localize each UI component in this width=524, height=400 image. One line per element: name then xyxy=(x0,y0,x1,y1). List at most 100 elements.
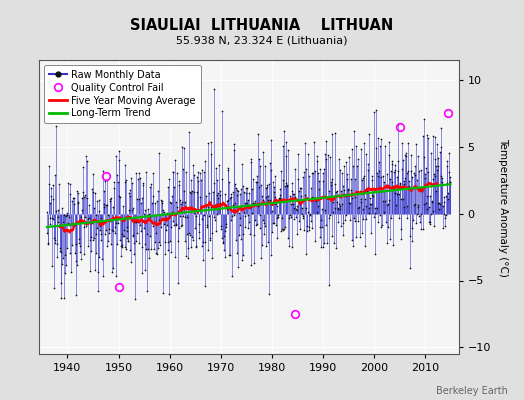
Point xyxy=(143,231,151,237)
Point xyxy=(340,186,348,193)
Point xyxy=(419,201,428,207)
Point xyxy=(63,212,72,218)
Point xyxy=(272,203,281,209)
Point xyxy=(381,197,389,204)
Point xyxy=(385,197,393,204)
Point xyxy=(323,240,331,246)
Point xyxy=(444,196,452,203)
Point xyxy=(273,215,281,221)
Point xyxy=(399,157,407,163)
Point xyxy=(100,188,108,194)
Point xyxy=(61,262,70,268)
Point xyxy=(122,245,130,252)
Point xyxy=(330,240,338,246)
Point xyxy=(139,182,147,189)
Point xyxy=(319,170,327,177)
Point xyxy=(221,191,229,198)
Point xyxy=(77,256,85,262)
Point xyxy=(303,209,312,215)
Point xyxy=(271,173,279,179)
Point xyxy=(136,228,145,234)
Point xyxy=(383,171,391,178)
Point xyxy=(349,163,357,170)
Point xyxy=(384,224,392,231)
Point xyxy=(345,154,354,160)
Point xyxy=(187,190,195,196)
Legend: Raw Monthly Data, Quality Control Fail, Five Year Moving Average, Long-Term Tren: Raw Monthly Data, Quality Control Fail, … xyxy=(44,65,201,123)
Point xyxy=(372,107,380,114)
Point xyxy=(416,184,424,191)
Point xyxy=(225,252,234,258)
Point xyxy=(431,172,440,179)
Point xyxy=(108,204,117,210)
Point xyxy=(187,244,195,251)
Point xyxy=(308,170,316,176)
Point xyxy=(126,187,134,194)
Point xyxy=(214,195,222,201)
Point xyxy=(366,195,374,201)
Point xyxy=(74,190,83,196)
Point xyxy=(300,169,308,176)
Point xyxy=(392,202,400,209)
Point xyxy=(110,179,118,186)
Point xyxy=(173,169,181,176)
Point xyxy=(135,240,143,246)
Point xyxy=(205,235,214,241)
Point xyxy=(43,209,51,216)
Point xyxy=(43,240,52,246)
Point xyxy=(328,131,336,138)
Point xyxy=(136,222,145,228)
Point xyxy=(144,213,152,220)
Point xyxy=(365,210,374,216)
Point xyxy=(401,175,409,182)
Point xyxy=(214,206,223,212)
Point xyxy=(351,176,359,182)
Point xyxy=(363,185,371,192)
Point xyxy=(168,218,177,224)
Point xyxy=(323,195,332,201)
Point xyxy=(232,236,241,243)
Point xyxy=(204,140,213,146)
Point xyxy=(246,230,254,237)
Point xyxy=(391,162,400,169)
Point xyxy=(163,239,172,245)
Point xyxy=(303,228,311,234)
Point xyxy=(396,196,405,203)
Point xyxy=(246,262,255,268)
Point xyxy=(138,270,146,276)
Point xyxy=(266,252,275,258)
Point xyxy=(367,173,376,180)
Point xyxy=(241,200,249,206)
Point xyxy=(75,249,84,255)
Point xyxy=(92,231,100,238)
Point xyxy=(110,185,118,191)
Point xyxy=(248,176,257,182)
Point xyxy=(412,220,420,226)
Point xyxy=(370,213,378,220)
Point xyxy=(269,220,277,226)
Point xyxy=(410,202,418,208)
Point xyxy=(360,172,368,179)
Point xyxy=(196,194,204,200)
Point xyxy=(346,200,354,206)
Point xyxy=(166,199,174,206)
Point xyxy=(346,217,354,223)
Point xyxy=(326,178,335,185)
Point xyxy=(169,169,178,175)
Point xyxy=(73,262,81,268)
Point xyxy=(104,212,113,218)
Point xyxy=(309,195,317,202)
Point xyxy=(403,214,411,221)
Point xyxy=(309,170,318,176)
Point xyxy=(442,212,450,218)
Point xyxy=(75,236,83,242)
Point xyxy=(306,212,314,218)
Point xyxy=(200,282,209,289)
Point xyxy=(142,169,150,176)
Point xyxy=(208,255,216,261)
Point xyxy=(157,197,165,203)
Point xyxy=(100,201,108,207)
Point xyxy=(176,213,184,220)
Point xyxy=(371,210,379,216)
Point xyxy=(362,216,370,222)
